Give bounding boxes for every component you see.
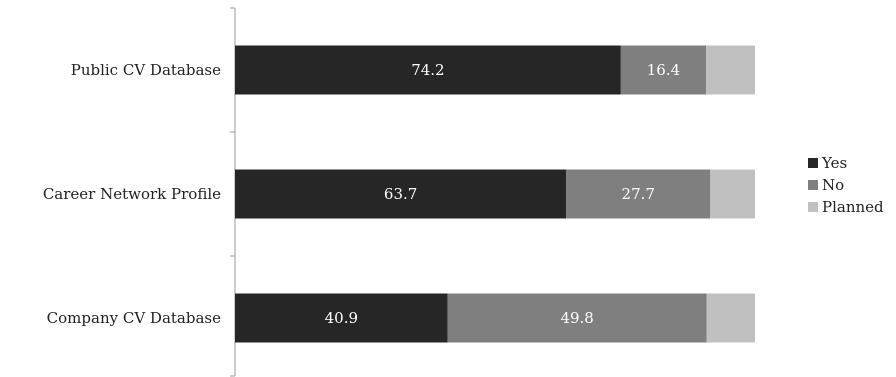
legend-swatch-yes: [808, 158, 818, 168]
category-label: Career Network Profile: [43, 185, 221, 203]
legend: Yes No Planned: [808, 154, 884, 216]
category-label: Public CV Database: [71, 61, 221, 79]
bar-segment-yes: [235, 169, 567, 219]
data-label: 27.7: [622, 185, 655, 203]
bar-segment-yes: [235, 45, 621, 95]
bar-segment-planned: [706, 293, 755, 343]
category-axis: [230, 7, 236, 377]
data-label: 63.7: [384, 185, 417, 203]
legend-label-yes: Yes: [821, 154, 847, 172]
data-label: 74.2: [411, 61, 444, 79]
data-label: 16.4: [647, 61, 680, 79]
legend-label-planned: Planned: [822, 198, 884, 216]
legend-swatch-no: [808, 180, 818, 190]
legend-label-no: No: [822, 176, 844, 194]
bar-segment-no: [447, 293, 707, 343]
bar-segment-planned: [706, 45, 755, 95]
bar-segment-planned: [710, 169, 755, 219]
legend-swatch-planned: [808, 202, 818, 212]
category-labels: Public CV Database Career Network Profile…: [43, 61, 221, 327]
data-label: 40.9: [325, 309, 358, 327]
bar-segment-no: [566, 169, 711, 219]
data-label: 49.8: [560, 309, 593, 327]
category-label: Company CV Database: [47, 309, 221, 327]
bar-segment-no: [620, 45, 707, 95]
bars: 74.2 16.4 63.7 27.7 40.9 49.8: [235, 45, 755, 343]
bar-segment-yes: [235, 293, 448, 343]
